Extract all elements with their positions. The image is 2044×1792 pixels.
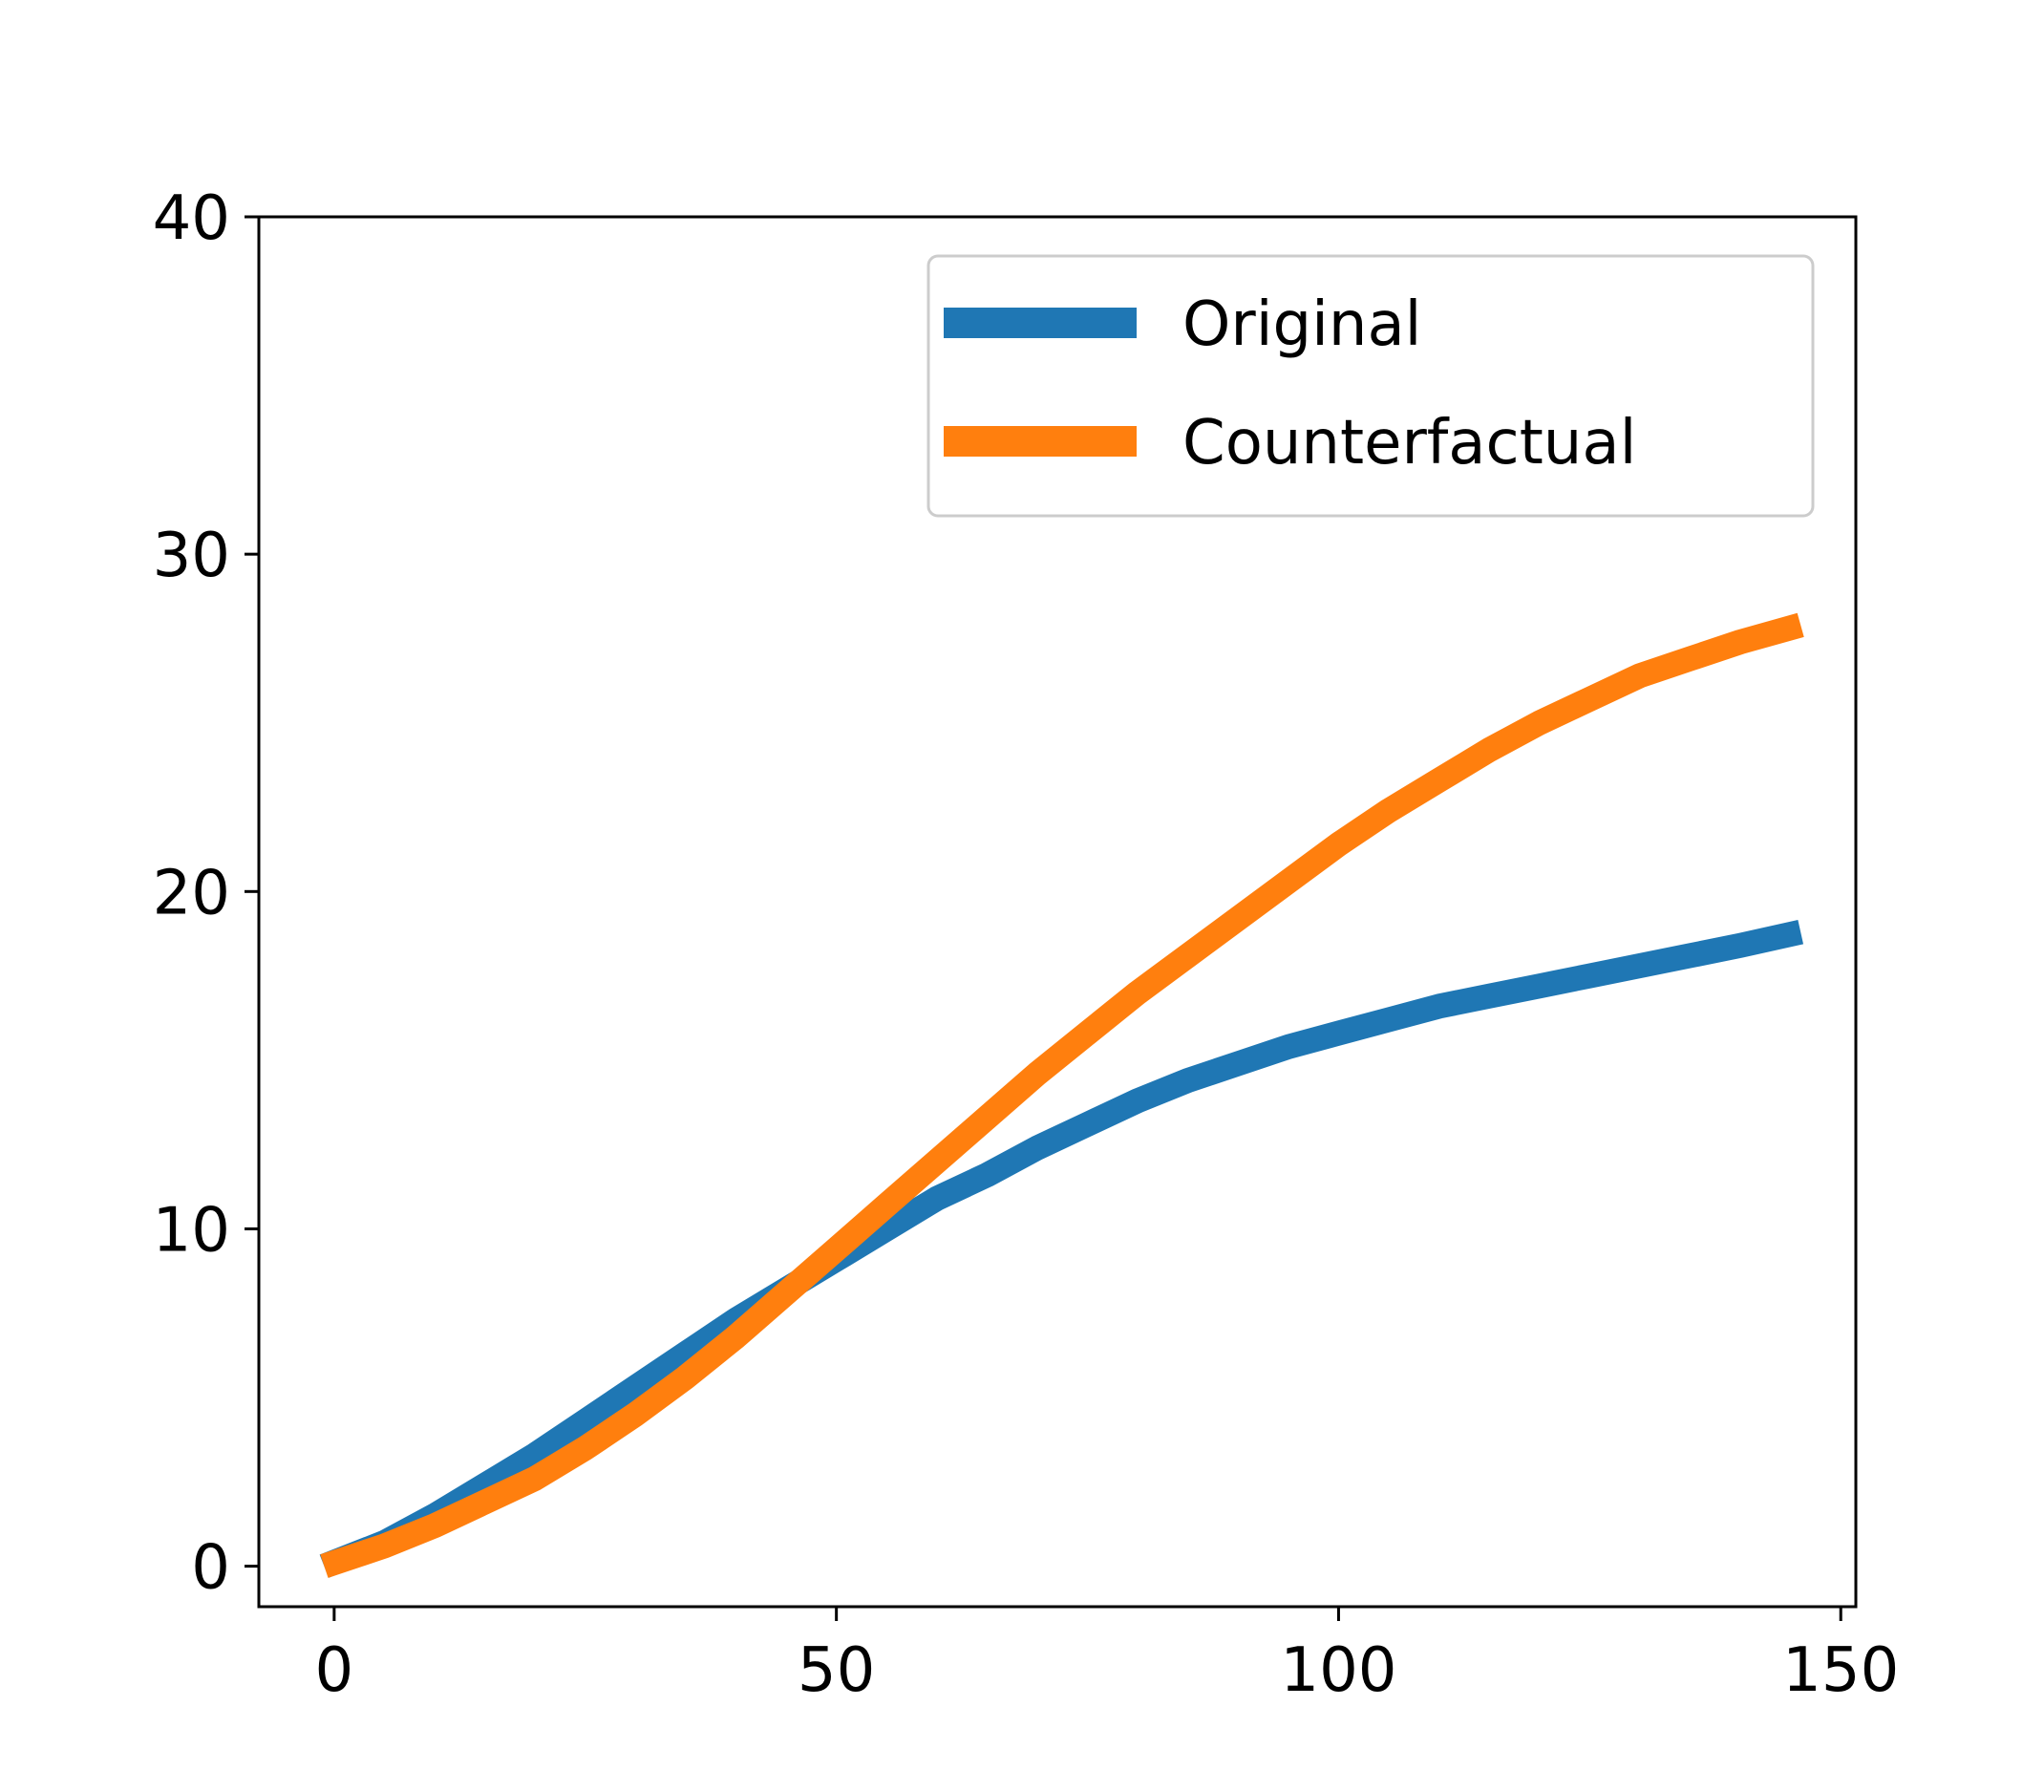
y-tick-label: 20 bbox=[153, 858, 230, 928]
x-tick-label: 0 bbox=[315, 1635, 354, 1706]
y-tick-label: 30 bbox=[153, 521, 230, 591]
x-tick-label: 50 bbox=[798, 1635, 875, 1706]
series-line-counterfactual bbox=[320, 612, 1804, 1578]
legend-label-original: Original bbox=[1182, 289, 1421, 360]
y-tick-label: 10 bbox=[153, 1195, 230, 1266]
x-axis: 0 50 100 150 bbox=[315, 1607, 1899, 1706]
legend-label-counterfactual: Counterfactual bbox=[1182, 408, 1636, 479]
series-line-original bbox=[319, 920, 1804, 1578]
y-tick-label: 0 bbox=[191, 1533, 230, 1604]
y-axis: 0 10 20 30 40 bbox=[153, 183, 259, 1604]
series-layer bbox=[319, 612, 1804, 1578]
legend: Original Counterfactual bbox=[926, 254, 1815, 518]
x-tick-label: 100 bbox=[1280, 1635, 1396, 1706]
legend-box bbox=[926, 254, 1815, 518]
y-tick-label: 40 bbox=[153, 183, 230, 254]
plot-frame bbox=[257, 215, 1858, 1609]
x-tick-label: 150 bbox=[1782, 1635, 1899, 1706]
